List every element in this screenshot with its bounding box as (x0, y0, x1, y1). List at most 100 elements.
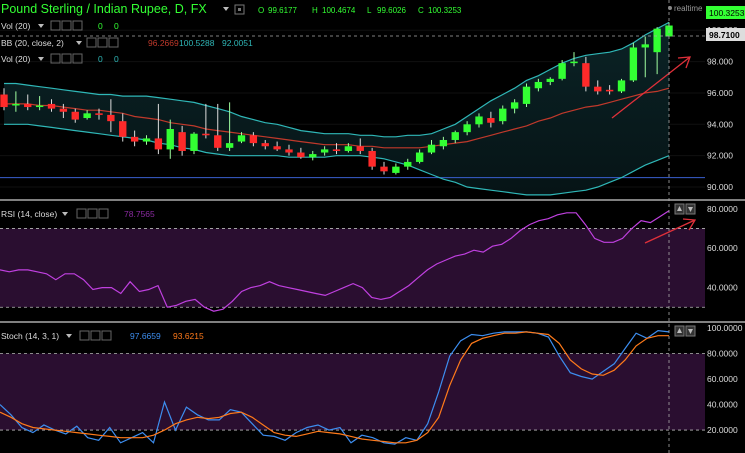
indicator-legend-vol-top[interactable]: Vol (20) 0 0 (1, 20, 119, 31)
stoch-menu-chevron-icon[interactable] (66, 334, 72, 338)
vol-bottom-settings-icon[interactable] (61, 53, 72, 64)
vol-top-remove-icon[interactable] (72, 20, 83, 31)
candle-body (439, 139, 448, 147)
indicator-legend-bb[interactable]: BB (20, close, 2) 96.2669 100.5288 92.00… (1, 37, 253, 48)
trend-annotation-arrow (611, 56, 691, 119)
vol-bottom-menu-chevron-icon[interactable] (38, 57, 44, 61)
rsi-tick-label: 60.0000 (707, 243, 738, 253)
candlestick-series (0, 22, 673, 175)
bb-mid-value: 96.2669 (148, 38, 179, 48)
candle-body (404, 161, 412, 167)
candle-body (59, 108, 68, 112)
stoch-band-fill (0, 353, 705, 431)
stoch-move-up-arrow-icon[interactable] (677, 328, 682, 333)
bb-remove-icon[interactable] (108, 37, 119, 48)
last-price-tag (706, 6, 745, 19)
price-tick-label: 92.000 (707, 151, 733, 161)
rsi-move-up-arrow-icon[interactable] (677, 206, 682, 211)
rsi-move-down-arrow-icon[interactable] (688, 207, 693, 212)
rsi-label[interactable]: RSI (14, close) (1, 209, 57, 219)
vol-bottom-visibility-icon[interactable] (50, 53, 61, 64)
candle-body (392, 166, 400, 173)
candle-body (190, 133, 198, 151)
bb-lower-band (4, 123, 670, 196)
candle-body (332, 149, 341, 151)
rsi-remove-icon[interactable] (98, 208, 109, 219)
stoch-k-value: 97.6659 (130, 331, 161, 341)
candle-body (605, 89, 614, 92)
candle-body (641, 44, 649, 48)
symbol-title[interactable]: Pound Sterling / Indian Rupee, D, FX (1, 2, 207, 16)
vol-bottom-remove-icon[interactable] (72, 53, 83, 64)
candle-body (95, 113, 103, 115)
indicator-legend-vol-bottom[interactable]: Vol (20) 0 0 (1, 53, 119, 64)
candle-body (368, 150, 376, 167)
candle-body (510, 102, 519, 109)
price-tick-label: 94.000 (707, 119, 733, 129)
stoch-k-line (0, 329, 670, 445)
price-tick-label: 90.000 (707, 182, 733, 192)
stoch-label[interactable]: Stoch (14, 3, 1) (1, 331, 59, 341)
candle-body (71, 111, 79, 120)
bb-settings-icon[interactable] (97, 37, 108, 48)
legend-settings-icon[interactable] (234, 4, 245, 15)
symbol-legend[interactable]: Pound Sterling / Indian Rupee, D, FX O 9… (1, 2, 703, 16)
candle-body (427, 144, 436, 153)
vol-top-menu-chevron-icon[interactable] (38, 24, 44, 28)
rsi-axis: 40.0000 60.0000 80.0000 (707, 204, 738, 293)
candle-body (522, 86, 531, 104)
bb-lower-value: 92.0051 (222, 38, 253, 48)
rsi-value: 78.7565 (124, 209, 155, 219)
candle-body (249, 135, 258, 144)
candle-body (629, 47, 638, 81)
ohlc-close-label: C (418, 6, 424, 15)
rsi-visibility-icon[interactable] (76, 208, 87, 219)
stoch-tick-label: 100.0000 (707, 323, 743, 333)
ohlc-high-label: H (312, 6, 318, 15)
vol-bottom-label[interactable]: Vol (20) (1, 54, 30, 64)
candle-body (35, 105, 44, 108)
vol-top-value-2: 0 (114, 21, 119, 31)
candle-body (475, 116, 483, 125)
vol-top-label[interactable]: Vol (20) (1, 21, 30, 31)
stoch-move-down-arrow-icon[interactable] (688, 329, 693, 334)
vol-top-visibility-icon[interactable] (50, 20, 61, 31)
vol-top-value-1: 0 (98, 21, 103, 31)
rsi-band-fill (0, 228, 705, 308)
stoch-settings-icon[interactable] (90, 330, 101, 341)
candle-body (225, 143, 234, 148)
rsi-annotation-arrow (644, 218, 697, 244)
rsi-tick-label: 40.0000 (707, 283, 738, 293)
candle-body (273, 146, 281, 150)
candle-body (320, 149, 329, 153)
candle-body (344, 146, 353, 151)
rsi-menu-chevron-icon[interactable] (62, 212, 68, 216)
vol-top-settings-icon[interactable] (61, 20, 72, 31)
candle-body (166, 129, 174, 150)
symbol-menu-chevron-icon[interactable] (223, 7, 229, 11)
stoch-panel[interactable]: 20.0000 40.0000 60.0000 80.0000 100.0000 (0, 323, 743, 445)
candle-body (154, 138, 163, 150)
stoch-remove-icon[interactable] (101, 330, 112, 341)
rsi-settings-icon[interactable] (87, 208, 98, 219)
stoch-d-value: 93.6215 (173, 331, 204, 341)
bb-label[interactable]: BB (20, close, 2) (1, 38, 64, 48)
candle-body (0, 94, 8, 108)
candle-body (12, 103, 20, 106)
rsi-panel[interactable]: 40.0000 60.0000 80.0000 (0, 204, 738, 312)
candle-body (546, 78, 554, 82)
bb-menu-chevron-icon[interactable] (76, 41, 82, 45)
candle-body (558, 63, 566, 79)
stoch-visibility-icon[interactable] (79, 330, 90, 341)
bb-visibility-icon[interactable] (86, 37, 97, 48)
candle-body (285, 149, 293, 153)
stoch-axis: 20.0000 40.0000 60.0000 80.0000 100.0000 (707, 323, 743, 435)
stoch-tick-label: 40.0000 (707, 400, 738, 410)
ohlc-low-label: L (367, 6, 372, 15)
candle-body (237, 135, 246, 142)
stoch-legend[interactable]: Stoch (14, 3, 1) 97.6659 93.6215 (1, 325, 696, 341)
rsi-legend[interactable]: RSI (14, close) 78.7565 (1, 203, 696, 219)
